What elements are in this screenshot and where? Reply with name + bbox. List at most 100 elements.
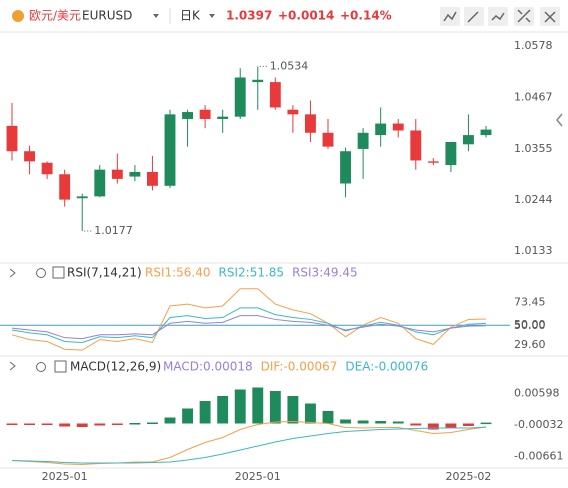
tool-icon	[517, 9, 531, 23]
period[interactable]: 日K	[180, 9, 201, 23]
dropdown-arrow[interactable]	[153, 14, 159, 18]
macd-bar	[410, 423, 422, 426]
candle-body	[6, 125, 18, 152]
candle-body	[357, 132, 369, 149]
annotation: 1.0177	[94, 224, 133, 237]
macd-bar	[252, 387, 264, 424]
candle-body	[445, 142, 457, 166]
reference-label: 50.00	[514, 319, 546, 332]
y-tick-label: 1.0467	[514, 90, 553, 103]
candle-body	[199, 109, 211, 119]
macd-bar	[357, 420, 369, 424]
candle-body	[76, 196, 88, 199]
candle-body	[217, 116, 229, 119]
macd-bar	[164, 417, 176, 424]
collapse-icon[interactable]	[9, 361, 16, 371]
candle-body	[463, 135, 474, 145]
macd-bar	[41, 423, 53, 425]
y-tick-label: 29.60	[514, 338, 546, 351]
macd-bar	[322, 411, 334, 424]
macd-bar	[287, 396, 299, 424]
legend-entry: RSI1:56.40	[145, 266, 211, 280]
candle-body	[94, 169, 106, 197]
macd-bar	[480, 422, 492, 425]
legend-entry: RSI3:49.45	[292, 266, 358, 280]
line-series	[11, 315, 487, 340]
legend-entry: MACD:0.00018	[163, 360, 253, 374]
tool-icon	[443, 11, 457, 22]
change-pct: +0.14%	[340, 9, 392, 23]
candle-body	[234, 77, 246, 117]
macd-title: MACD(12,26,9)	[70, 360, 161, 374]
macd-bar	[445, 423, 457, 429]
legend-entry: DEA:-0.00076	[345, 360, 428, 374]
candle-body	[164, 114, 176, 186]
macd-bar	[305, 403, 316, 424]
y-tick-label: -0.00032	[514, 418, 563, 431]
collapse-arrow[interactable]	[556, 113, 563, 127]
settings-icon[interactable]	[36, 268, 46, 278]
y-tick-label: 1.0133	[514, 244, 553, 257]
macd-bar	[392, 421, 404, 424]
collapse-icon[interactable]	[9, 268, 16, 278]
x-tick-label: 2025-02	[445, 470, 491, 483]
change: +0.0014	[278, 9, 334, 23]
candle-body	[24, 151, 35, 162]
candle-body	[252, 79, 264, 83]
y-tick-label: 73.45	[514, 296, 546, 309]
candle-body	[59, 174, 71, 200]
y-tick-label: 1.0355	[514, 142, 553, 155]
candle-body	[322, 132, 334, 147]
visibility-icon[interactable]	[54, 360, 67, 373]
macd-bar	[147, 422, 158, 424]
legend-entry: DIF:-0.00067	[261, 360, 338, 374]
candle-body	[182, 112, 193, 119]
macd-bar	[234, 389, 246, 424]
tool-icon	[544, 11, 556, 23]
price: 1.0397	[226, 9, 272, 23]
macd-bar	[269, 391, 281, 424]
y-tick-label: 0.00598	[514, 387, 560, 400]
candle-body	[41, 162, 53, 175]
macd-bar	[111, 423, 123, 425]
x-tick-label: 2025-01	[235, 470, 281, 483]
pair-name[interactable]: 欧元/美元	[29, 9, 81, 23]
symbol[interactable]: EURUSD	[82, 9, 132, 23]
tool-icon	[491, 12, 505, 21]
legend-entry: RSI2:51.85	[219, 266, 285, 280]
macd-bar	[427, 423, 439, 430]
candle-body	[427, 161, 439, 163]
macd-bar	[375, 421, 387, 424]
candle-body	[410, 130, 422, 161]
visibility-icon[interactable]	[52, 266, 65, 279]
rsi-icons	[9, 268, 46, 372]
macd-bar	[217, 396, 229, 424]
macd-bar	[340, 419, 351, 424]
candle-body	[287, 109, 299, 115]
y-tick-label: 1.0578	[514, 39, 553, 52]
candle-body	[305, 114, 316, 133]
macd-bar	[182, 408, 193, 424]
candle-body	[480, 129, 492, 136]
macd-bar	[24, 423, 35, 425]
candle-body	[129, 171, 141, 177]
macd-bar	[199, 401, 211, 424]
candle-body	[375, 123, 387, 136]
y-tick-label: 1.0244	[514, 193, 553, 206]
macd-bar	[129, 423, 141, 425]
annotation: 1.0534	[270, 59, 309, 72]
macd-bar	[463, 423, 474, 426]
candle-body	[111, 169, 123, 179]
y-tick-label: -0.00661	[514, 450, 563, 463]
settings-icon[interactable]	[36, 362, 46, 372]
candle-body	[340, 151, 351, 184]
tool-button[interactable]	[488, 7, 508, 26]
candle-body	[392, 123, 404, 131]
candle-body	[147, 171, 158, 186]
rsi-title: RSI(7,14,21)	[67, 266, 142, 280]
macd-bar	[6, 423, 18, 425]
dropdown-arrow[interactable]	[209, 14, 215, 18]
x-tick-label: 2025-01	[42, 470, 88, 483]
